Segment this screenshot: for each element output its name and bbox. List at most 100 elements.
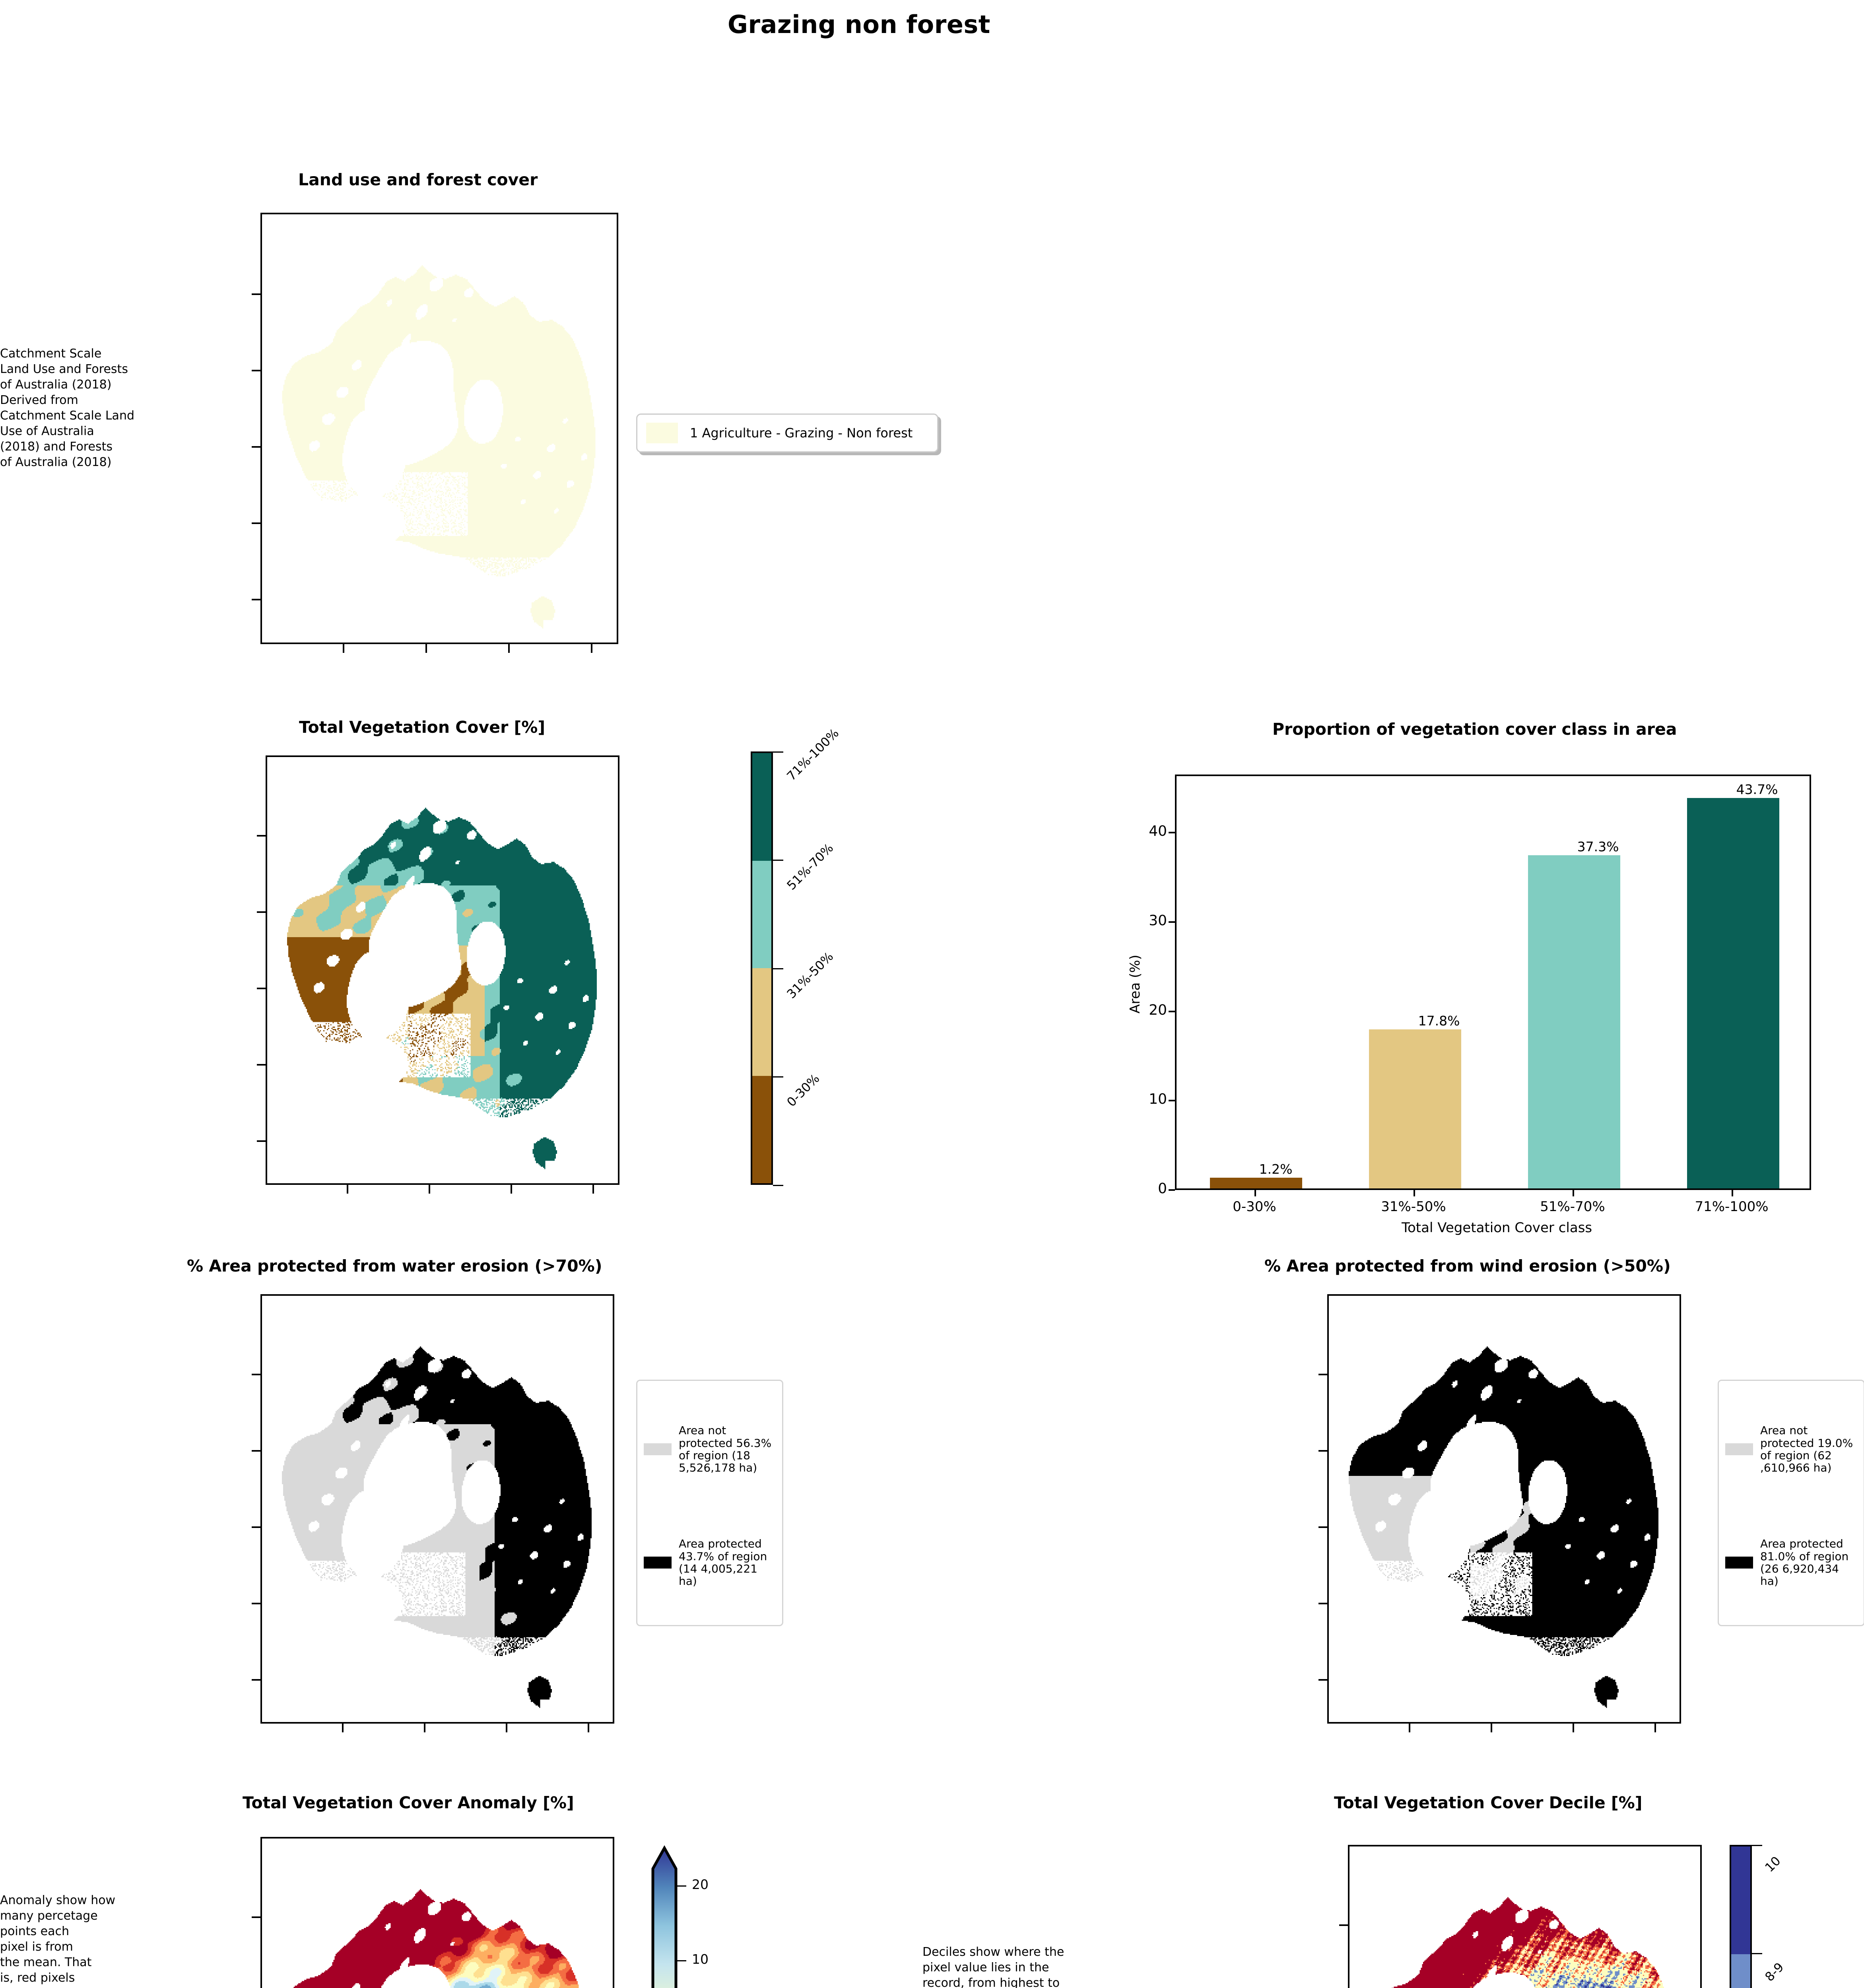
landuse-tick	[252, 370, 260, 371]
landuse-tick	[252, 293, 260, 295]
x-tick	[1414, 1190, 1415, 1196]
vegcover-tick	[257, 1140, 266, 1142]
legend-swatch-grazing-non-forest	[646, 423, 678, 443]
anomaly-map-axes[interactable]	[260, 1837, 614, 1988]
vegcover-tick	[511, 1185, 512, 1194]
water-tick	[588, 1724, 589, 1732]
legend-item: 1 Agriculture - Grazing - Non forest	[646, 423, 913, 443]
y-tick	[1169, 921, 1175, 923]
anomaly-cbar-label: 10	[692, 1951, 709, 1967]
wind-tick	[1318, 1450, 1327, 1452]
anomaly-sidenote: Anomaly show how many percetage points e…	[0, 1893, 116, 1988]
landuse-panel-title: Land use and forest cover	[298, 170, 538, 189]
landuse-tick	[425, 644, 427, 653]
wind-tick	[1654, 1724, 1656, 1732]
bar-0-30%[interactable]	[1210, 1178, 1302, 1188]
bar-51%-70%[interactable]	[1528, 855, 1620, 1188]
y-tick-label: 20	[1149, 1002, 1167, 1018]
vegcover-tick	[257, 911, 266, 913]
water-tick	[424, 1724, 425, 1732]
y-tick	[1169, 1100, 1175, 1102]
landuse-map-canvas	[262, 214, 617, 643]
wind-erosion-map-axes[interactable]	[1327, 1294, 1681, 1724]
wind-tick	[1318, 1526, 1327, 1528]
water-erosion-map-canvas	[262, 1296, 613, 1722]
water-erosion-panel-title: % Area protected from water erosion (>70…	[187, 1256, 602, 1276]
bar-value-label: 1.2%	[1259, 1161, 1293, 1177]
wind-tick	[1573, 1724, 1574, 1732]
landuse-tick	[343, 644, 344, 653]
y-tick	[1169, 1010, 1175, 1012]
vegcover-cbar-tick	[773, 751, 783, 753]
cbar-segment-51-70	[752, 860, 771, 968]
vegcover-tick	[592, 1185, 594, 1194]
y-tick-label: 30	[1149, 912, 1167, 929]
legend-swatch-not-protected	[1725, 1443, 1753, 1455]
legend-swatch-protected	[1725, 1557, 1753, 1569]
landuse-map-axes[interactable]	[260, 213, 618, 644]
decile-sidenote: Deciles show where the pixel value lies …	[922, 1945, 1064, 1988]
vegcover-cbar-tick	[773, 1185, 783, 1186]
wind-tick	[1318, 1679, 1327, 1681]
vegcover-tick	[347, 1185, 348, 1194]
landuse-tick	[508, 644, 510, 653]
cbar-segment-8-9	[1731, 1954, 1750, 1988]
decile-colorbar[interactable]	[1730, 1845, 1752, 1988]
barchart-plot-area	[1175, 775, 1811, 1190]
vegcover-tick	[257, 1064, 266, 1066]
vegcover-panel-title: Total Vegetation Cover [%]	[299, 718, 546, 737]
x-tick	[1732, 1190, 1733, 1196]
x-tick-label: 31%-50%	[1381, 1199, 1446, 1215]
legend-item-protected: Area protected 81.0% of region (26 6,920…	[1725, 1509, 1857, 1616]
water-tick	[506, 1724, 507, 1732]
landuse-legend-box[interactable]: 1 Agriculture - Grazing - Non forest	[636, 414, 938, 452]
x-tick	[1573, 1190, 1574, 1196]
legend-item-not-protected: Area not protected 56.3% of region (18 5…	[644, 1390, 776, 1509]
decile-map-axes[interactable]	[1348, 1845, 1702, 1988]
legend-item-protected: Area protected 43.7% of region (14 4,005…	[644, 1509, 776, 1616]
vegcover-tick	[257, 835, 266, 837]
wind-tick	[1409, 1724, 1410, 1732]
x-tick-label: 0-30%	[1233, 1199, 1276, 1215]
vegcover-tick	[257, 988, 266, 989]
legend-item-not-protected: Area not protected 19.0% of region (62 ,…	[1725, 1390, 1857, 1509]
y-tick	[1169, 832, 1175, 834]
wind-erosion-legend-box[interactable]: Area not protected 19.0% of region (62 ,…	[1718, 1380, 1864, 1626]
vegcover-cbar-tick	[773, 860, 783, 861]
decile-map-canvas	[1349, 1846, 1700, 1988]
water-erosion-legend-box[interactable]: Area not protected 56.3% of region (18 5…	[636, 1380, 783, 1626]
vegcover-cbar-label: 0-30%	[784, 1071, 823, 1110]
decile-tick	[1339, 1924, 1348, 1926]
water-tick	[252, 1603, 260, 1604]
water-tick	[252, 1374, 260, 1375]
wind-erosion-panel-title: % Area protected from wind erosion (>50%…	[1264, 1256, 1671, 1276]
bar-value-label: 17.8%	[1418, 1013, 1460, 1029]
anomaly-colorbar[interactable]	[647, 1845, 682, 1988]
landuse-tick	[252, 522, 260, 524]
water-erosion-map-axes[interactable]	[260, 1294, 614, 1724]
vegcover-cbar-label: 51%-70%	[784, 841, 837, 893]
decile-panel-title: Total Vegetation Cover Decile [%]	[1334, 1793, 1643, 1812]
vegcover-map-axes[interactable]	[266, 755, 619, 1185]
anomaly-cbar-tick	[676, 1960, 686, 1961]
page-title: Grazing non forest	[728, 10, 990, 39]
x-tick	[1254, 1190, 1256, 1196]
y-tick-label: 0	[1158, 1180, 1167, 1197]
y-tick-label: 10	[1149, 1091, 1167, 1108]
y-tick	[1169, 1189, 1175, 1191]
bar-value-label: 37.3%	[1577, 839, 1619, 854]
wind-tick	[1491, 1724, 1492, 1732]
vegcover-cbar-label: 71%-100%	[784, 726, 842, 784]
bar-31%-50%[interactable]	[1369, 1029, 1461, 1188]
y-tick-label: 40	[1149, 823, 1167, 840]
bar-71%-100%[interactable]	[1687, 798, 1779, 1188]
vegcover-colorbar[interactable]	[751, 751, 773, 1185]
cbar-segment-31-50	[752, 968, 771, 1076]
decile-cbar-label: 8-9	[1762, 1960, 1787, 1984]
x-tick-label: 71%-100%	[1695, 1199, 1769, 1215]
legend-swatch-not-protected	[644, 1443, 672, 1455]
x-tick-label: 51%-70%	[1540, 1199, 1605, 1215]
legend-label-not-protected: Area not protected 19.0% of region (62 ,…	[1760, 1424, 1853, 1475]
water-tick	[252, 1679, 260, 1681]
landuse-tick	[252, 599, 260, 600]
